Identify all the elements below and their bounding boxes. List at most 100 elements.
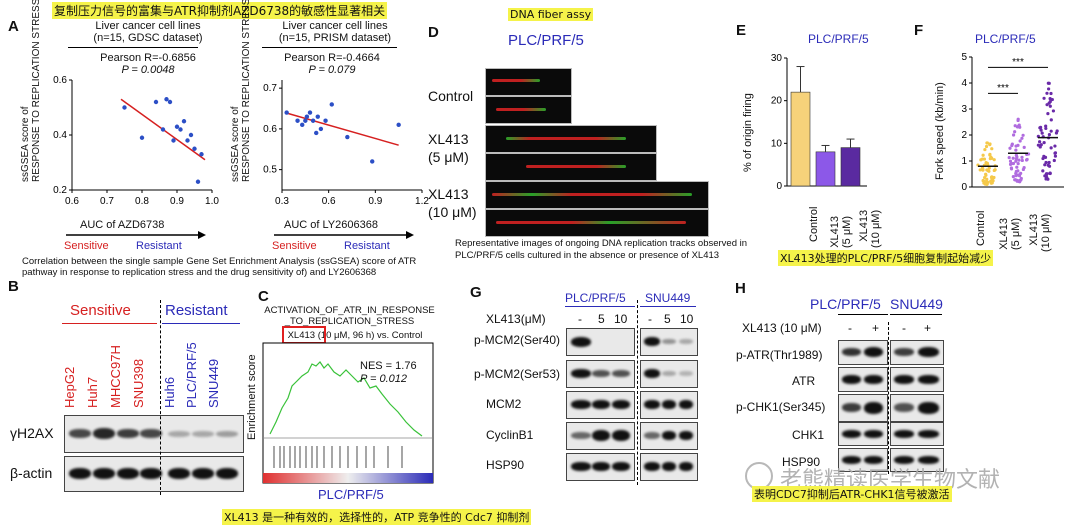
h-blot-3b	[890, 394, 944, 422]
h-blot-1b	[890, 340, 944, 365]
dot	[1009, 166, 1013, 170]
dot	[1015, 165, 1019, 169]
h-row-4: CHK1	[792, 428, 825, 442]
panel-label-d: D	[428, 24, 439, 41]
dot	[985, 141, 989, 145]
x-tick-label: 0.9	[170, 196, 184, 207]
dot	[1044, 160, 1048, 165]
fiber-image-control-1	[485, 68, 572, 96]
panel-label-a: A	[8, 18, 19, 35]
y-tick-label: 0.5	[263, 165, 277, 176]
scatter-left-resistant: Resistant	[136, 240, 182, 252]
dot-y-tick-label: 5	[961, 52, 967, 63]
bottom-note-left: XL413 是一种有效的，选择性的，ATP 竞争性的 Cdc7 抑制剂	[222, 509, 532, 525]
dot	[1014, 169, 1018, 174]
data-point	[139, 135, 145, 140]
dot	[1018, 139, 1022, 143]
data-point	[295, 118, 300, 123]
y-tick-label: 0.6	[263, 124, 277, 135]
data-point	[199, 152, 204, 157]
dot	[1038, 140, 1042, 144]
data-point	[396, 122, 401, 128]
dot	[1048, 97, 1052, 101]
scatter-left-divider	[68, 47, 198, 48]
scatter-right-divider	[262, 47, 397, 48]
lane-mhcc97h: MHCC97H	[108, 345, 123, 408]
h-col2-line	[890, 314, 942, 315]
fiber-row-5um: XL413 (5 μM)	[428, 131, 469, 165]
data-point	[304, 114, 310, 119]
x-tick-label: 0.9	[368, 196, 382, 207]
dot	[1049, 146, 1053, 150]
g-dose-2: 5	[598, 312, 605, 326]
data-point	[323, 118, 328, 123]
dot	[988, 143, 992, 147]
bar-y-tick-label: 20	[771, 96, 783, 107]
dot	[1020, 136, 1024, 140]
data-point	[195, 179, 201, 184]
mid-note: XL413处理的PLC/PRF/5细胞复制起始减少	[778, 250, 994, 266]
data-point	[188, 132, 194, 138]
bar-xtick-5um: XL413 (5 μM)	[829, 215, 853, 248]
g-blot-3a	[566, 391, 635, 419]
data-point	[122, 105, 127, 110]
data-point	[174, 124, 180, 129]
bar-xtick-10um: XL413 (10 μM)	[858, 209, 882, 248]
blot-gh2ax	[64, 415, 244, 453]
panel-label-h: H	[735, 280, 746, 297]
dot	[1022, 145, 1026, 149]
western-g-col2: SNU449	[645, 291, 691, 305]
western-b-resistant: Resistant	[165, 302, 228, 319]
dot-y-tick-label: 2	[961, 130, 967, 141]
g-col1-line	[565, 306, 635, 307]
dot	[1008, 146, 1012, 150]
h-blot-5a	[838, 448, 888, 472]
bar-chart: 0 10 20 30	[771, 53, 867, 190]
dot	[1047, 81, 1051, 85]
dot-chart-title: PLC/PRF/5	[975, 32, 1036, 46]
dot	[1047, 160, 1051, 165]
g-row-4: CyclinB1	[486, 428, 534, 442]
dot	[983, 147, 987, 152]
g-row-2: p-MCM2(Ser53)	[474, 367, 561, 381]
dot	[1017, 174, 1022, 178]
dot	[978, 168, 982, 172]
g-dose-5: 5	[664, 312, 671, 326]
fiber-image-5um-1	[485, 125, 657, 153]
dot	[1044, 126, 1048, 131]
gsea-xlabel: PLC/PRF/5	[318, 487, 384, 502]
dot	[1013, 124, 1017, 128]
dot	[1046, 112, 1050, 116]
data-point	[314, 130, 319, 136]
dot	[1049, 129, 1053, 133]
data-point	[310, 118, 316, 123]
y-tick-label: 0.6	[53, 76, 67, 86]
x-tick-label: 0.8	[135, 196, 149, 207]
x-tick-label: 1.0	[205, 196, 219, 207]
dot	[1042, 141, 1046, 145]
dot-xtick-10um: XL413 (10 μM)	[1028, 213, 1052, 252]
data-point	[164, 97, 169, 102]
dot	[1049, 118, 1053, 122]
dot	[1044, 124, 1048, 128]
dot	[1013, 130, 1017, 134]
h-dose-4: +	[924, 321, 932, 335]
gsea-plot	[262, 342, 434, 484]
dot	[1021, 133, 1025, 137]
h-dose-1: -	[848, 321, 852, 335]
data-point	[181, 119, 187, 124]
g-dose-4: -	[648, 312, 652, 326]
row-label-bactin: β-actin	[10, 465, 53, 481]
data-point	[167, 99, 173, 105]
g-col2-line	[640, 306, 696, 307]
h-row-1: p-ATR(Thr1989)	[736, 348, 823, 362]
dot	[985, 168, 989, 172]
bar	[840, 147, 861, 187]
h-row-2: ATR	[792, 374, 816, 388]
western-h-treat: XL413 (10 μM)	[742, 321, 822, 335]
dot	[1016, 124, 1021, 128]
data-point	[329, 102, 334, 107]
dot	[982, 157, 987, 161]
dot	[989, 155, 993, 159]
g-row-3: MCM2	[486, 397, 522, 411]
